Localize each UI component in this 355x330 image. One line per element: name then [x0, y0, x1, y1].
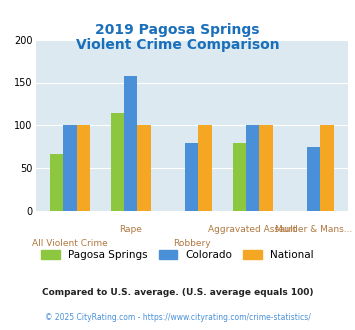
Text: Compared to U.S. average. (U.S. average equals 100): Compared to U.S. average. (U.S. average … — [42, 287, 313, 297]
Bar — [307, 147, 320, 211]
Text: Aggravated Assault: Aggravated Assault — [208, 225, 297, 234]
Bar — [185, 144, 198, 211]
Bar — [260, 124, 273, 211]
Text: Robbery: Robbery — [173, 239, 211, 248]
Text: 2019 Pagosa Springs: 2019 Pagosa Springs — [95, 23, 260, 37]
Bar — [63, 124, 77, 211]
Text: Rape: Rape — [119, 225, 142, 234]
Bar — [50, 154, 63, 211]
Bar — [198, 124, 212, 211]
Bar — [320, 124, 334, 211]
Bar — [77, 124, 90, 211]
Bar — [246, 125, 260, 211]
Bar — [124, 77, 137, 211]
Bar — [137, 124, 151, 211]
Bar — [233, 144, 246, 211]
Text: © 2025 CityRating.com - https://www.cityrating.com/crime-statistics/: © 2025 CityRating.com - https://www.city… — [45, 313, 310, 322]
Text: Murder & Mans...: Murder & Mans... — [275, 225, 352, 234]
Legend: Pagosa Springs, Colorado, National: Pagosa Springs, Colorado, National — [36, 245, 319, 265]
Text: Violent Crime Comparison: Violent Crime Comparison — [76, 38, 279, 51]
Bar — [111, 113, 124, 211]
Text: All Violent Crime: All Violent Crime — [32, 239, 108, 248]
